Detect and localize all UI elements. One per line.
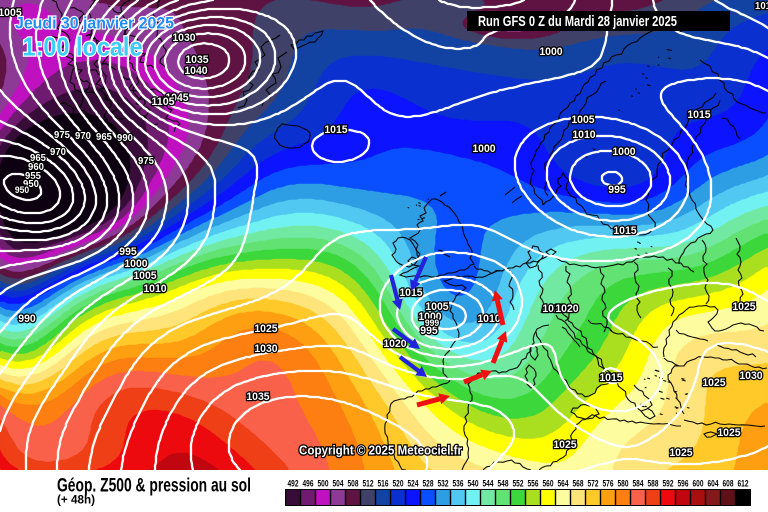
svg-text:556: 556 [528,479,539,490]
svg-text:564: 564 [558,479,569,490]
svg-text:1015: 1015 [687,109,710,121]
svg-text:540: 540 [468,479,479,490]
svg-text:588: 588 [648,479,659,490]
svg-text:544: 544 [483,479,494,490]
svg-text:Jeudi 30 janvier 2025: Jeudi 30 janvier 2025 [15,15,174,33]
svg-text:995: 995 [608,184,626,196]
svg-text:950: 950 [23,179,39,190]
svg-text:568: 568 [573,479,584,490]
svg-text:560: 560 [543,479,554,490]
svg-text:548: 548 [498,479,509,490]
svg-text:1000: 1000 [539,46,562,58]
svg-text:604: 604 [708,479,719,490]
svg-text:Run GFS 0 Z du Mardi 28 janvie: Run GFS 0 Z du Mardi 28 janvier 2025 [478,13,677,30]
svg-text:496: 496 [303,479,314,490]
svg-text:990: 990 [18,313,36,325]
svg-text:Copyright © 2025 Meteociel.fr: Copyright © 2025 Meteociel.fr [299,444,462,458]
svg-text:524: 524 [408,479,419,490]
svg-text:1030: 1030 [739,370,762,382]
svg-text:528: 528 [423,479,434,490]
svg-text:1020: 1020 [383,338,406,350]
svg-text:572: 572 [588,479,599,490]
svg-text:1005: 1005 [0,7,22,19]
svg-text:600: 600 [693,479,704,490]
svg-text:1020: 1020 [542,303,565,315]
svg-text:500: 500 [318,479,329,490]
svg-text:1035: 1035 [246,391,269,403]
svg-text:1000: 1000 [418,311,441,323]
svg-text:580: 580 [618,479,629,490]
svg-text:584: 584 [633,479,644,490]
svg-text:1005: 1005 [571,114,594,126]
svg-text:1025: 1025 [254,323,277,335]
svg-text:1020: 1020 [555,303,578,315]
svg-text:1030: 1030 [254,343,277,355]
svg-text:536: 536 [453,479,464,490]
svg-text:960: 960 [28,162,44,173]
svg-text:1025: 1025 [717,427,740,439]
svg-text:504: 504 [333,479,344,490]
svg-text:1000: 1000 [612,146,635,158]
svg-text:1105: 1105 [151,96,174,108]
svg-text:1010: 1010 [143,283,166,295]
svg-text:(+ 48h): (+ 48h) [57,495,95,507]
svg-text:532: 532 [438,479,449,490]
svg-text:1025: 1025 [553,439,576,451]
svg-text:596: 596 [678,479,689,490]
svg-text:516: 516 [378,479,389,490]
svg-text:955: 955 [25,171,41,182]
svg-text:Géop. Z500 & pression au sol: Géop. Z500 & pression au sol [57,476,251,497]
svg-text:1025: 1025 [732,301,755,313]
svg-text:995: 995 [119,246,137,258]
svg-text:1005: 1005 [133,270,156,282]
svg-text:990: 990 [117,133,133,144]
svg-text:995: 995 [420,325,438,337]
svg-text:1015: 1015 [399,287,422,299]
svg-text:975: 975 [54,130,70,141]
svg-text:612: 612 [738,479,749,490]
svg-text:576: 576 [603,479,614,490]
svg-text:1000: 1000 [124,258,147,270]
svg-text:1010: 1010 [477,313,500,325]
svg-text:1005: 1005 [425,301,448,313]
svg-text:520: 520 [393,479,404,490]
svg-text:608: 608 [723,479,734,490]
svg-text:1015: 1015 [599,372,622,384]
svg-text:508: 508 [348,479,359,490]
svg-text:965: 965 [30,153,46,164]
svg-text:1025: 1025 [702,377,725,389]
svg-text:512: 512 [363,479,374,490]
svg-text:1025: 1025 [669,447,692,459]
svg-text:970: 970 [50,147,66,158]
svg-text:1010: 1010 [572,129,595,141]
svg-text:975: 975 [138,156,154,167]
svg-text:999: 999 [425,318,439,328]
svg-text:1035: 1035 [185,54,208,66]
svg-text:1040: 1040 [184,65,207,77]
svg-text:1:00 locale: 1:00 locale [23,32,143,62]
svg-text:1000: 1000 [472,143,495,155]
svg-text:552: 552 [513,479,524,490]
svg-text:965: 965 [96,132,112,143]
svg-text:950: 950 [15,185,29,195]
svg-text:492: 492 [288,479,299,490]
svg-text:1045: 1045 [165,92,188,104]
svg-text:1030: 1030 [172,32,195,44]
svg-text:970: 970 [75,131,91,142]
svg-text:1015: 1015 [324,124,347,136]
svg-text:592: 592 [663,479,674,490]
svg-text:101: 101 [755,1,768,12]
svg-text:1015: 1015 [613,225,636,237]
